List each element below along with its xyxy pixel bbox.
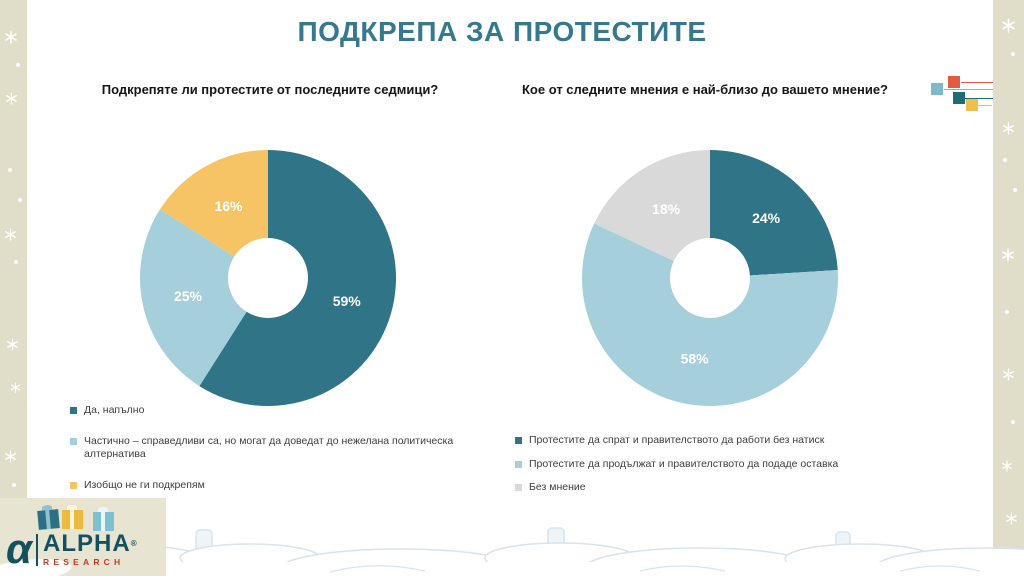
- snow-dot-icon: [16, 63, 20, 67]
- snow-dot-icon: [1005, 310, 1009, 314]
- deco-square-yellow: [966, 99, 978, 111]
- snow-dot-icon: [14, 260, 18, 264]
- snow-dot-icon: [8, 168, 12, 172]
- chart-question: Кое от следните мнения е най-близо до ва…: [521, 82, 888, 97]
- alpha-glyph-icon: α: [6, 525, 33, 572]
- legend-item: Без мнение: [515, 481, 887, 495]
- pie-slice: [139, 209, 247, 387]
- snowflake-icon: [5, 450, 16, 463]
- logo-row: α ALPHA® RESEARCH: [6, 525, 138, 572]
- donut-chart-support: 59% 25% 16%: [139, 150, 396, 406]
- snowflake-icon: [5, 30, 17, 44]
- chart-legend: Протестите да спрат и правителството да …: [515, 434, 887, 505]
- snowflake-icon: [5, 228, 16, 241]
- logo-subtitle: RESEARCH: [43, 557, 125, 567]
- legend-label: Да, напълно: [84, 404, 145, 416]
- donut-chart-opinion: 24% 58% 18%: [582, 150, 838, 406]
- legend-item: Частично – справедливи са, но могат да д…: [70, 435, 462, 462]
- gift-icon: [62, 505, 83, 529]
- pie-slice-label: 25%: [174, 288, 203, 304]
- legend-label: Частично – справедливи са, но могат да д…: [84, 434, 454, 461]
- legend-item: Протестите да продължат и правителството…: [515, 458, 887, 472]
- deco-square-blue: [931, 83, 943, 95]
- registered-mark: ®: [130, 539, 138, 548]
- pie-slice-label: 58%: [681, 351, 710, 367]
- chart-question: Подкрепяте ли протестите от последните с…: [101, 82, 439, 97]
- logo-text: ALPHA® RESEARCH: [43, 530, 138, 568]
- snowflake-icon: [7, 338, 18, 351]
- pie-slice-label: 24%: [752, 210, 781, 226]
- legend-item: Да, напълно: [70, 404, 462, 418]
- snowflake-icon: [1002, 460, 1012, 472]
- deco-line-blue: [944, 89, 993, 90]
- pie-slice-label: 59%: [333, 293, 362, 309]
- legend-label: Протестите да продължат и правителството…: [529, 457, 839, 470]
- snow-dot-icon: [1013, 188, 1017, 192]
- pie-slice-label: 16%: [214, 198, 243, 214]
- pie-slice: [710, 150, 838, 276]
- pie-slice: [199, 150, 396, 406]
- right-decor-strip: [993, 0, 1024, 576]
- pie-slice: [159, 150, 268, 257]
- snow-dot-icon: [1003, 158, 1007, 162]
- deco-square-teal: [953, 92, 965, 104]
- deco-line-red: [961, 82, 993, 83]
- snow-dot-icon: [1011, 420, 1015, 424]
- deco-square-red: [948, 76, 960, 88]
- slide-title: ПОДКРЕПА ЗА ПРОТЕСТИТЕ: [297, 16, 707, 47]
- legend-marker: [70, 437, 77, 445]
- chart-section-support: Подкрепяте ли протестите от последните с…: [70, 82, 470, 502]
- legend-marker: [70, 407, 77, 414]
- legend-item: Изобщо не ги подкрепям: [70, 479, 462, 493]
- pie-slice: [582, 223, 838, 406]
- alpha-research-logo: α ALPHA® RESEARCH: [0, 498, 166, 587]
- legend-item: Протестите да спрат и правителството да …: [515, 434, 887, 448]
- pie-slice: [594, 150, 710, 261]
- left-decor-strip: [0, 0, 27, 576]
- snowflake-icon: [1006, 512, 1017, 525]
- legend-label: Изобщо не ги подкрепям: [84, 478, 205, 491]
- deco-line-teal: [965, 98, 993, 99]
- snow-dot-icon: [12, 483, 16, 487]
- snowflake-icon: [1003, 368, 1014, 381]
- snowflake-icon: [10, 382, 21, 393]
- legend-label: Протестите да спрат и правителството да …: [529, 434, 825, 446]
- legend-label: Без мнение: [529, 481, 586, 493]
- legend-marker: [70, 481, 77, 489]
- squares-decoration: [928, 74, 1024, 116]
- snow-dot-icon: [18, 198, 22, 202]
- snowflake-icon: [1003, 122, 1014, 135]
- gift-icon: [37, 509, 60, 530]
- legend-marker: [515, 437, 522, 444]
- snowflake-icon: [1002, 248, 1014, 262]
- chart-legend: Да, напълно Частично – справедливи са, н…: [70, 404, 462, 509]
- snowflake-icon: [1002, 18, 1015, 33]
- logo-name: ALPHA®: [43, 530, 138, 557]
- snow-drifts: [0, 527, 1024, 576]
- pie-slice-label: 18%: [652, 201, 681, 217]
- gift-icon: [93, 507, 114, 531]
- snow-dot-icon: [1011, 52, 1015, 56]
- legend-marker: [515, 460, 522, 468]
- logo-divider: [36, 534, 39, 566]
- chart-section-opinion: Кое от следните мнения е най-близо до ва…: [515, 82, 895, 502]
- snowflake-icon: [6, 92, 17, 105]
- deco-line-yellow: [978, 105, 992, 106]
- legend-marker: [515, 484, 522, 491]
